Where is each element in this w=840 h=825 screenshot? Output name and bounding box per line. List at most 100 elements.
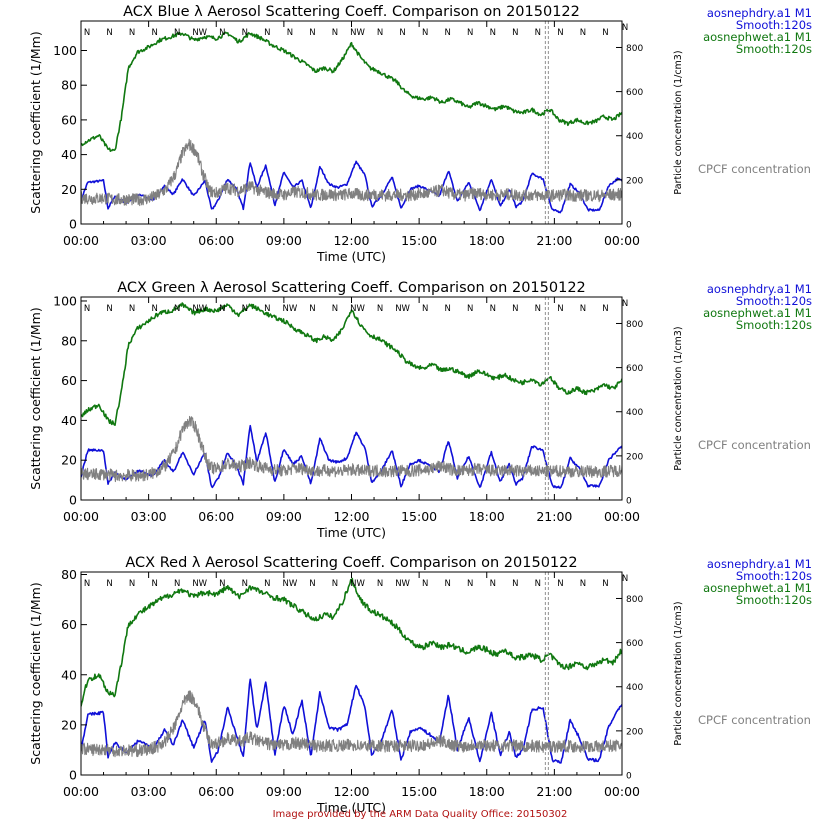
- y2-tick-label: 400: [626, 132, 643, 142]
- x-tick-label: 09:00: [266, 509, 302, 524]
- wind-direction-label: N: [106, 579, 112, 589]
- wind-direction-label: N: [332, 579, 338, 589]
- series-line-aosnephwet-a1-m1: [81, 31, 622, 152]
- x-tick-label: 21:00: [536, 233, 572, 248]
- wind-direction-label: N: [622, 299, 628, 309]
- wind-direction-label: N: [622, 574, 628, 584]
- legend-entry-wet: aosnephwet.a1 M1: [703, 306, 812, 320]
- legend-entry-cpcf: CPCF concentration: [698, 713, 811, 727]
- x-tick-label: 15:00: [401, 784, 437, 799]
- wind-direction-label: N: [490, 304, 496, 314]
- legend-smooth-dry: Smooth:120s: [736, 569, 812, 583]
- y-tick-label: 60: [61, 112, 77, 127]
- wind-direction-label: NW: [395, 304, 410, 314]
- wind-direction-label: N: [467, 28, 473, 38]
- y2-tick-label: 600: [626, 639, 643, 649]
- y-axis-label: Scattering coefficient (1/Mm): [28, 582, 43, 764]
- x-tick-label: 12:00: [333, 784, 369, 799]
- y-tick-label: 60: [61, 373, 77, 388]
- legend-entry-wet: aosnephwet.a1 M1: [703, 30, 812, 44]
- series-line-aosnephdry-a1-m1: [81, 160, 622, 214]
- series-line-cpcf-concentration: [81, 138, 622, 207]
- wind-direction-label: N: [151, 579, 157, 589]
- wind-direction-label: N: [490, 28, 496, 38]
- y2-tick-label: 200: [626, 452, 643, 462]
- x-tick-label: 00:00: [63, 233, 99, 248]
- wind-direction-label: N: [399, 28, 405, 38]
- y-tick-label: 100: [53, 293, 77, 308]
- x-tick-label: 12:00: [333, 509, 369, 524]
- legend-entry-dry: aosnephdry.a1 M1: [707, 6, 812, 20]
- y-tick-label: 20: [61, 182, 77, 197]
- wind-direction-label: N: [602, 579, 608, 589]
- y-tick-label: 0: [69, 768, 77, 783]
- x-tick-label: 00:00: [63, 509, 99, 524]
- x-tick-label: 12:00: [333, 233, 369, 248]
- wind-direction-label: N: [580, 304, 586, 314]
- y-axis-label: Scattering coefficient (1/Mm): [28, 31, 43, 213]
- x-tick-label: 21:00: [536, 784, 572, 799]
- x-tick-label: 00:00: [604, 509, 640, 524]
- x-tick-label: 00:00: [63, 784, 99, 799]
- y-tick-label: 60: [61, 617, 77, 632]
- x-tick-label: 03:00: [131, 233, 167, 248]
- legend-entry-cpcf: CPCF concentration: [698, 162, 811, 176]
- y-tick-label: 20: [61, 453, 77, 468]
- wind-direction-label: N: [377, 28, 383, 38]
- y-tick-label: 40: [61, 667, 77, 682]
- wind-direction-label: N: [557, 28, 563, 38]
- legend-smooth-wet: Smooth:120s: [736, 318, 812, 332]
- x-axis-label: Time (UTC): [316, 800, 386, 815]
- wind-direction-label: N: [264, 28, 270, 38]
- wind-direction-label: NW: [350, 28, 365, 38]
- x-tick-label: 15:00: [401, 509, 437, 524]
- wind-direction-label: N: [106, 28, 112, 38]
- wind-direction-label: NW: [282, 579, 297, 589]
- y-tick-label: 80: [61, 333, 77, 348]
- chart-panel-1: ACX Blue λ Aerosol Scattering Coeff. Com…: [28, 4, 812, 264]
- wind-direction-label: N: [444, 579, 450, 589]
- y2-tick-label: 400: [626, 408, 643, 418]
- series-line-cpcf-concentration: [81, 690, 622, 758]
- wind-direction-label: N: [242, 579, 248, 589]
- wind-direction-label: N: [129, 304, 135, 314]
- wind-direction-label: N: [332, 304, 338, 314]
- x-tick-label: 06:00: [198, 784, 234, 799]
- y2-tick-label: 200: [626, 727, 643, 737]
- x-axis-label: Time (UTC): [316, 249, 386, 264]
- y2-tick-label: 600: [626, 88, 643, 98]
- wind-direction-label: N: [174, 579, 180, 589]
- wind-direction-label: N: [602, 28, 608, 38]
- wind-direction-label: N: [557, 579, 563, 589]
- credit-line: Image provided by the ARM Data Quality O…: [272, 809, 568, 820]
- wind-direction-label: N: [174, 28, 180, 38]
- series-group: [81, 577, 622, 764]
- wind-direction-label: NW: [192, 28, 207, 38]
- wind-direction-label: N: [151, 28, 157, 38]
- wind-direction-label: N: [332, 28, 338, 38]
- chart-title: ACX Blue λ Aerosol Scattering Coeff. Com…: [123, 4, 580, 20]
- x-tick-label: 03:00: [131, 784, 167, 799]
- series-line-aosnephwet-a1-m1: [81, 302, 622, 426]
- y2-tick-label: 600: [626, 364, 643, 374]
- wind-direction-label: N: [535, 304, 541, 314]
- y-tick-label: 80: [61, 567, 77, 582]
- x-tick-label: 06:00: [198, 233, 234, 248]
- series-line-aosnephdry-a1-m1: [81, 424, 622, 489]
- y2-tick-label: 0: [626, 497, 632, 507]
- y2-axis-label: Particle concentration (1/cm3): [673, 326, 684, 470]
- wind-direction-label: N: [174, 304, 180, 314]
- chart-title: ACX Red λ Aerosol Scattering Coeff. Comp…: [125, 555, 577, 571]
- y2-tick-label: 400: [626, 683, 643, 693]
- wind-direction-label: N: [512, 28, 518, 38]
- y2-axis-label: Particle concentration (1/cm3): [673, 50, 684, 194]
- wind-direction-label: N: [580, 579, 586, 589]
- x-tick-label: 15:00: [401, 233, 437, 248]
- legend-smooth-dry: Smooth:120s: [736, 18, 812, 32]
- x-tick-label: 09:00: [266, 784, 302, 799]
- wind-direction-label: N: [422, 304, 428, 314]
- y2-tick-label: 0: [626, 221, 632, 231]
- x-tick-label: 18:00: [469, 509, 505, 524]
- x-tick-label: 18:00: [469, 784, 505, 799]
- wind-direction-label: N: [512, 304, 518, 314]
